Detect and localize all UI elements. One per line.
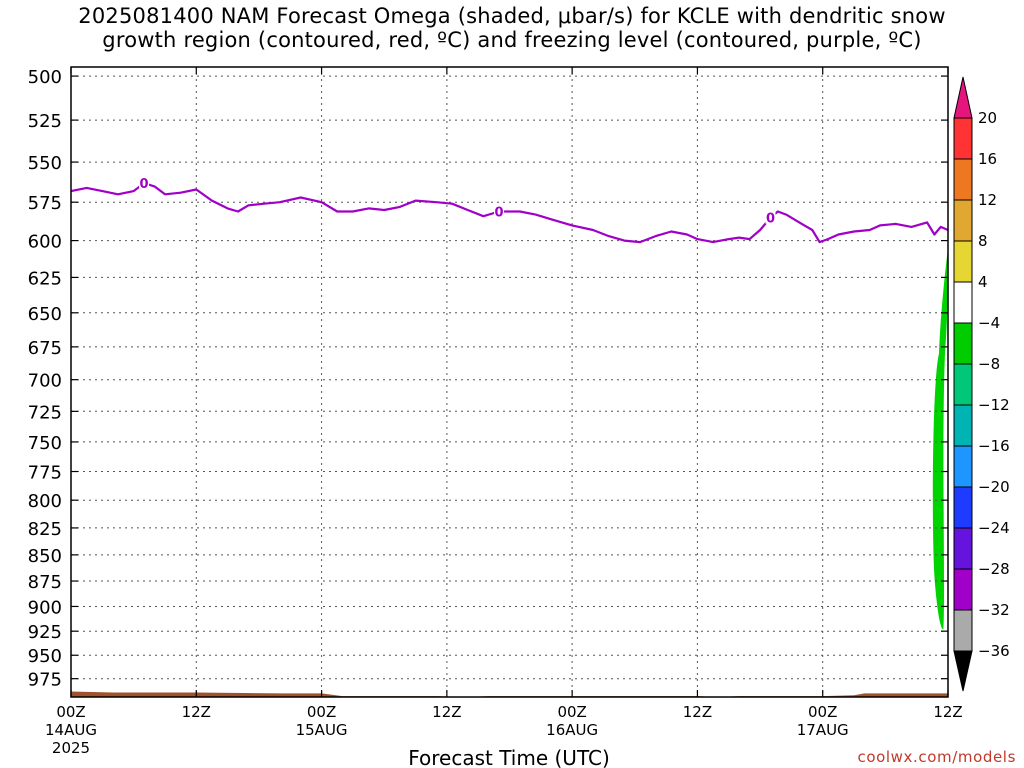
colorbar-band — [953, 568, 973, 611]
colorbar-band — [953, 117, 973, 160]
y-tick-label: 800 — [28, 491, 62, 512]
plot-frame — [70, 66, 949, 698]
colorbar-band — [953, 322, 973, 365]
colorbar-tick-label: 16 — [978, 150, 997, 168]
omega-shading-layer — [932, 248, 948, 630]
colorbar-band — [953, 445, 973, 488]
y-tick-label: 775 — [28, 463, 62, 484]
colorbar-band — [953, 527, 973, 570]
axes-layer: 500 525 550 575 600 625 650 675 700 725 750 775 800 8… — [28, 66, 963, 757]
x-tick-label: 12Z — [933, 703, 962, 721]
x-axis-label: Forecast Time (UTC) — [408, 746, 610, 768]
colorbar-tick-label: −12 — [978, 396, 1010, 414]
y-tick-label: 650 — [28, 304, 62, 325]
y-tick-label: 625 — [28, 268, 62, 289]
colorbar-top-arrow — [953, 76, 973, 119]
colorbar-tick-label: −28 — [978, 560, 1010, 578]
colorbar-tick-label: 8 — [978, 232, 988, 250]
x-tick-label: 12Z — [432, 703, 461, 721]
y-tick-label: 700 — [28, 371, 62, 392]
terrain-fill — [71, 691, 948, 697]
x-tick-label: 00Z — [808, 703, 837, 721]
x-tick-date: 17AUG — [797, 721, 849, 739]
x-tick-date: 14AUG — [45, 721, 97, 739]
y-tick-label: 900 — [28, 597, 62, 618]
colorbar-tick-label: −20 — [978, 478, 1010, 496]
y-tick-label: 975 — [28, 670, 62, 691]
colorbar-bottom-arrow — [953, 650, 973, 692]
colorbar-band — [953, 609, 973, 652]
colorbar-tick-label: 4 — [978, 273, 988, 291]
x-tick-label: 12Z — [683, 703, 712, 721]
x-tick-label: 12Z — [182, 703, 211, 721]
colorbar-band — [953, 158, 973, 201]
y-tick-label: 500 — [28, 67, 62, 88]
y-tick-label: 750 — [28, 433, 62, 454]
freezing-level-label: 0 — [140, 177, 149, 192]
colorbar-band — [953, 199, 973, 242]
y-tick-label: 875 — [28, 572, 62, 593]
y-tick-label: 850 — [28, 546, 62, 567]
freezing-level-label: 0 — [766, 212, 775, 227]
y-tick-label: 925 — [28, 622, 62, 643]
freezing-level-layer: 0 0 0 — [70, 175, 949, 244]
colorbar-tick-label: 12 — [978, 191, 997, 209]
freezing-level-label-bg — [139, 175, 150, 190]
chart-title: 2025081400 NAM Forecast Omega (shaded, μ… — [0, 4, 1024, 52]
colorbar-tick-label: −16 — [978, 437, 1010, 455]
chart-title-line-2: growth region (contoured, red, ºC) and f… — [102, 28, 922, 52]
x-tick-label: 00Z — [307, 703, 336, 721]
colorbar-tick-label: 20 — [978, 109, 997, 127]
y-tick-label: 675 — [28, 338, 62, 359]
y-tick-label: 525 — [28, 111, 62, 132]
freezing-level-label: 0 — [495, 206, 504, 221]
colorbar-band — [953, 404, 973, 447]
chart-title-line-1: 2025081400 NAM Forecast Omega (shaded, μ… — [78, 4, 946, 28]
x-tick-year: 2025 — [52, 739, 90, 757]
freezing-level-contour — [70, 182, 949, 244]
colorbar-band — [953, 240, 973, 283]
y-tick-label: 725 — [28, 402, 62, 423]
grid-layer — [70, 67, 949, 697]
omega-upward-motion-region — [932, 248, 948, 630]
y-tick-label: 550 — [28, 153, 62, 174]
colorbar-tick-label: −8 — [978, 355, 1000, 373]
x-tick-label: 00Z — [56, 703, 85, 721]
site-credit: coolwx.com/models — [857, 748, 1016, 766]
colorbar-band — [953, 281, 973, 324]
freezing-level-label-bg — [765, 209, 776, 224]
colorbar: 20 16 12 8 4 −4 −8 −12 −16 −20 −24 −28 −32 −36 — [953, 76, 1010, 692]
y-tick-label: 825 — [28, 519, 62, 540]
colorbar-tick-label: −24 — [978, 519, 1010, 537]
colorbar-band — [953, 363, 973, 406]
colorbar-tick-label: −32 — [978, 601, 1010, 619]
x-tick-label: 00Z — [557, 703, 586, 721]
y-tick-label: 600 — [28, 232, 62, 253]
colorbar-tick-label: −4 — [978, 314, 1000, 332]
colorbar-band — [953, 486, 973, 529]
x-tick-date: 15AUG — [296, 721, 348, 739]
freezing-level-label-bg — [494, 203, 505, 218]
x-tick-date: 16AUG — [546, 721, 598, 739]
y-tick-label: 950 — [28, 646, 62, 667]
terrain-layer — [71, 691, 948, 697]
colorbar-tick-label: −36 — [978, 642, 1010, 660]
y-tick-label: 575 — [28, 193, 62, 214]
